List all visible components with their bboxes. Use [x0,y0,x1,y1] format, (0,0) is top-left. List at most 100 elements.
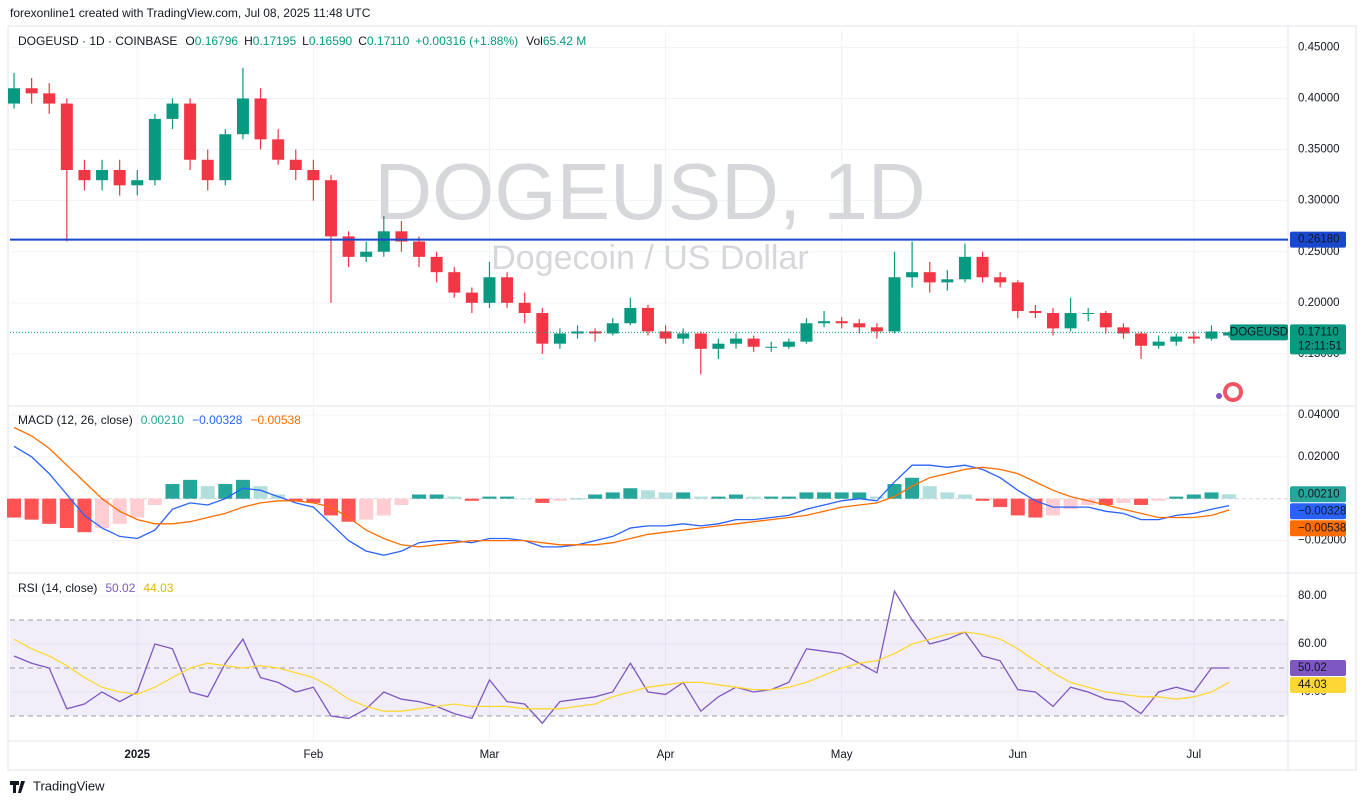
histogram-bar [165,484,180,499]
candle-body [25,88,38,94]
histogram-bar [676,492,691,499]
candle-body [870,327,883,332]
histogram-bar [570,498,585,500]
candle-body [342,236,355,257]
histogram-bar [940,492,955,499]
close-value: 0.17110 [367,34,410,48]
histogram-bar [746,496,761,499]
histogram-bar [852,492,867,499]
watermark-subtitle: Dogecoin / US Dollar [491,239,808,277]
histogram-bar [535,498,550,503]
histogram-bar [711,496,726,499]
low-key: L [302,34,309,48]
x-tick-label: May [831,749,853,761]
y-tick-label: 0.40000 [1298,92,1340,104]
volume-key: Vol [526,34,543,48]
histogram-bar [1010,498,1025,516]
y-tick-label: 0.35000 [1298,144,1340,156]
grid [10,30,1288,740]
candle-body [60,103,73,170]
candle-body [1170,336,1183,342]
candle-body [254,98,267,140]
candle-body [747,338,760,347]
indicator-tag: −0.00538 [1298,522,1346,534]
histogram-bar [957,494,972,499]
rsi-legend: RSI (14, close) 50.02 44.03 [18,581,174,595]
histogram-bar [7,498,21,518]
candle-body [1029,310,1042,314]
y-tick-label: 0.30000 [1298,195,1340,207]
histogram-bar [147,498,162,505]
histogram-bar [1098,498,1113,505]
candle-body [307,169,320,181]
indicator-line [13,589,1230,725]
candle-body [43,93,56,104]
x-tick-label: Apr [657,749,675,761]
histogram-bar [1151,498,1166,501]
y-tick-label: 60.00 [1298,638,1327,650]
indicator-tag: 0.00210 [1298,488,1340,500]
candle-body [641,307,654,332]
candle-body [1117,327,1130,334]
countdown: 12:11:51 [1298,340,1342,352]
histogram-bar [764,496,779,499]
histogram-bar [922,486,937,499]
histogram-bar [1169,496,1184,499]
histogram-bar [729,494,744,499]
y-tick-label: 80.00 [1298,590,1327,602]
candle-body [624,307,637,324]
candle-body [96,169,109,181]
histogram-bar [59,498,74,529]
low-value: 0.16590 [309,34,353,48]
histogram-bar [95,498,110,529]
candle-body [184,103,197,160]
histogram-bar [482,496,497,499]
candle-body [430,256,443,273]
histogram-bar [183,479,198,499]
volume-value: 65.42 M [543,34,586,48]
x-tick-label: Mar [480,749,500,761]
candle-body [236,98,249,135]
candle-body [219,134,232,181]
brand-logo [10,781,25,793]
candle-body [694,333,707,349]
histogram-bar [869,496,884,499]
histogram-bar [1222,494,1237,499]
candle-body [712,343,725,349]
candle-body [131,180,144,186]
candle-body [976,256,989,278]
histogram-bar [306,498,321,503]
candle-body [835,321,848,324]
y-tick-label: 0.04000 [1298,409,1340,421]
candle-body [782,341,795,347]
candle-body [606,323,619,334]
candle-body [413,241,426,257]
candle-body [166,103,179,119]
symbol-tag-bg [1230,324,1288,341]
candle-body [853,323,866,328]
indicator-line [13,631,1230,712]
candle-body [800,323,813,342]
candle-body [941,279,954,283]
indicator-tag-bg [1290,676,1346,693]
candle-body [395,231,408,242]
histogram-bar [130,498,145,518]
x-tick-label: Jun [1008,749,1027,761]
macd-line-value: −0.00328 [192,413,243,427]
candle-body [289,159,302,170]
histogram-bar [235,479,250,499]
y-tick-label: 0.02000 [1298,451,1340,463]
y-tick-label: 0.25000 [1298,246,1340,258]
histogram-bar [588,494,603,499]
macd-signal-value: −0.00538 [250,413,301,427]
histogram-bar [1204,492,1219,499]
histogram-bar [376,498,391,516]
close-key: C [358,34,367,48]
indicator-tag-bg [1290,503,1346,520]
candle-body [888,277,901,332]
legend-header: DOGEUSD · 1D · COINBASE O0.16796 H0.17195 L… [18,34,586,48]
histogram-bar [693,496,708,499]
histogram-bar [658,492,673,499]
